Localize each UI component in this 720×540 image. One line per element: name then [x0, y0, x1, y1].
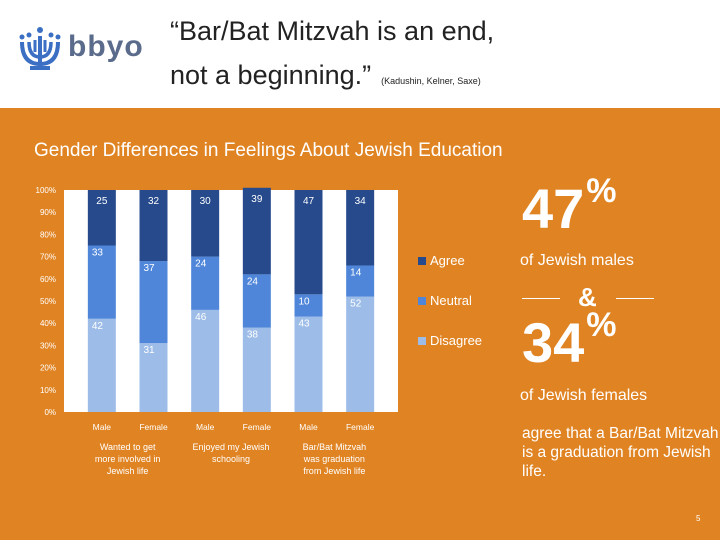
data-label: 47: [303, 196, 315, 207]
data-label: 34: [355, 196, 367, 207]
data-label: 30: [200, 196, 212, 207]
bar-segment: [191, 190, 220, 257]
group-label: Bar/Bat Mitzvah: [303, 442, 367, 452]
group-label: from Jewish life: [303, 466, 365, 476]
bar-segment: [346, 190, 375, 266]
bar-segment: [191, 309, 220, 412]
plot-background: [64, 190, 398, 412]
slide-title-line2-text: not a beginning.”: [170, 60, 372, 90]
stat-male-percent-sign: %: [586, 172, 617, 210]
data-label: 31: [144, 345, 156, 356]
bar-segment: [87, 245, 116, 319]
data-label: 33: [92, 248, 104, 259]
slide-title-line2: not a beginning.” (Kadushin, Kelner, Saxe…: [170, 60, 481, 91]
x-tick-label: Female: [139, 422, 168, 432]
group-label: Jewish life: [107, 466, 149, 476]
bar-segment: [87, 318, 116, 412]
bar-segment: [139, 261, 168, 344]
legend-swatch: [418, 257, 426, 265]
legend-label: Disagree: [430, 333, 482, 348]
ampersand: &: [578, 282, 597, 312]
data-label: 39: [251, 194, 263, 205]
group-label: Enjoyed my Jewish: [192, 442, 269, 452]
x-tick-label: Male: [93, 422, 112, 432]
data-label: 43: [299, 319, 311, 330]
y-tick-label: 40%: [40, 319, 56, 328]
group-label: Wanted to get: [100, 442, 156, 452]
data-label: 14: [350, 267, 362, 278]
stat-female-percent: 34%: [522, 306, 617, 375]
y-tick-label: 70%: [40, 253, 56, 262]
stat-male-label: of Jewish males: [520, 252, 634, 269]
legend-label: Agree: [430, 253, 465, 268]
y-tick-label: 0%: [44, 408, 56, 417]
bar-segment: [242, 274, 271, 328]
data-label: 25: [96, 196, 108, 207]
legend-label: Neutral: [430, 293, 472, 308]
logo-text: bbyo: [68, 30, 144, 63]
y-tick-label: 80%: [40, 230, 56, 239]
bbyo-logo: bbyo: [16, 22, 146, 74]
y-tick-label: 30%: [40, 341, 56, 350]
data-label: 37: [144, 263, 156, 274]
bar-segment: [294, 316, 323, 412]
y-tick-label: 100%: [36, 186, 56, 195]
divider-line-left: [522, 298, 560, 299]
data-label: 42: [92, 321, 104, 332]
data-label: 32: [148, 196, 160, 207]
stat-female-value: 34: [522, 311, 585, 374]
data-label: 24: [247, 276, 259, 287]
header-bar: bbyo “Bar/Bat Mitzvah is an end, not a b…: [0, 0, 720, 108]
chart-area: 0% 10% 20% 30% 40% 50% 60% 70% 80% 90% 100% 42 33 25 M…: [0, 178, 510, 490]
y-tick-label: 90%: [40, 208, 56, 217]
bar-segment: [87, 190, 116, 246]
bar-segment: [139, 190, 168, 262]
group-label: schooling: [212, 454, 250, 464]
statement-text: agree that a Bar/Bat Mitzvah is a gradua…: [522, 425, 719, 480]
stat-male-percent: 47%: [522, 172, 617, 241]
data-label: 10: [299, 296, 311, 307]
bar-segment: [139, 343, 168, 412]
stat-female-percent-sign: %: [586, 306, 617, 344]
group-label: was graduation: [303, 454, 365, 464]
bar-segment: [346, 296, 375, 412]
x-tick-label: Female: [346, 422, 375, 432]
bar-segment: [242, 327, 271, 412]
page-number: 5: [696, 514, 701, 523]
data-label: 24: [195, 259, 207, 270]
stat-female-label: of Jewish females: [520, 387, 648, 404]
slide-title-line1: “Bar/Bat Mitzvah is an end,: [170, 16, 495, 46]
bar-segment: [294, 294, 323, 317]
bar-segment: [346, 265, 375, 297]
group-label: more involved in: [95, 454, 161, 464]
y-tick-label: 50%: [40, 297, 56, 306]
data-label: 38: [247, 330, 259, 341]
bar-segment: [294, 190, 323, 295]
legend-swatch: [418, 337, 426, 345]
data-label: 52: [350, 299, 362, 310]
data-label: 46: [195, 312, 207, 323]
menorah-icon: [19, 27, 61, 70]
x-tick-label: Male: [196, 422, 215, 432]
x-tick-label: Male: [299, 422, 318, 432]
legend-swatch: [418, 297, 426, 305]
chart-title: Gender Differences in Feelings About Jew…: [34, 140, 503, 161]
stacked-bar-chart: 0% 10% 20% 30% 40% 50% 60% 70% 80% 90% 100% 42 33 25 M…: [36, 186, 483, 476]
divider-line-right: [616, 298, 654, 299]
y-tick-label: 10%: [40, 386, 56, 395]
bar-segment: [191, 256, 220, 310]
x-tick-label: Female: [243, 422, 272, 432]
citation: (Kadushin, Kelner, Saxe): [381, 76, 481, 86]
y-tick-label: 60%: [40, 275, 56, 284]
y-tick-label: 20%: [40, 364, 56, 373]
stat-male-value: 47: [522, 177, 585, 240]
ampersand-divider: &: [522, 282, 662, 312]
bar-segment: [242, 187, 271, 275]
